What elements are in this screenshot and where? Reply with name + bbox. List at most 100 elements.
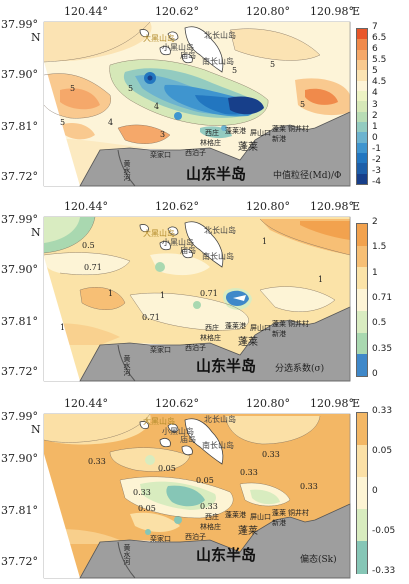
legend-swatch bbox=[357, 70, 367, 82]
contour-label: 0.05 bbox=[138, 504, 156, 513]
place-miaodao: 庙岛 bbox=[180, 51, 196, 60]
place-nanchangshan: 南长山岛 bbox=[202, 252, 234, 261]
legend-title-2: 分选系数(σ) bbox=[275, 364, 325, 374]
place-linwei: 林格庄 bbox=[200, 139, 221, 147]
legend-title-1: 中值粒径(Md)/Φ bbox=[273, 171, 342, 181]
legend-tick-label: 3 bbox=[372, 99, 378, 110]
contour-lines bbox=[43, 216, 351, 331]
legend-tick-label: -0.05 bbox=[372, 526, 396, 536]
place-penglai: 蓬莱 bbox=[238, 526, 258, 537]
place-daheishan: 大黑山岛 bbox=[143, 229, 175, 238]
y-tick-1: 37.99° bbox=[1, 213, 38, 226]
y-tick-4: 37.72° bbox=[1, 365, 38, 378]
legend-swatch bbox=[357, 173, 367, 185]
place-beichangshan: 北长山岛 bbox=[204, 226, 236, 235]
legend-tick-label: 0.35 bbox=[372, 343, 393, 354]
contour-label: 0.71 bbox=[200, 289, 218, 298]
legend-swatch bbox=[357, 39, 367, 51]
map-panel-median-grain-size: 120.44° 120.62° 120.80° 120.98° E 37.99°… bbox=[0, 0, 409, 190]
x-tick-3: 120.80° bbox=[246, 5, 290, 18]
place-luanjia: 栾家口 bbox=[150, 346, 171, 354]
legend-swatch bbox=[357, 445, 367, 478]
contour-label: 5 bbox=[232, 66, 238, 75]
place-pingshan: 屏山口 bbox=[250, 324, 271, 332]
legend-swatch bbox=[357, 122, 367, 133]
legend-tick-label: 5 bbox=[372, 66, 378, 77]
place-daheishan: 大黑山岛 bbox=[143, 34, 175, 43]
legend-tick-label: 6.5 bbox=[372, 33, 387, 44]
x-tick-4: 120.98° bbox=[310, 5, 354, 18]
place-shandong: 山东半岛 bbox=[196, 357, 257, 375]
place-luanshan-village: 铜井村 bbox=[288, 125, 309, 133]
legend-tick-label: 4.5 bbox=[372, 77, 387, 88]
y-tick-3: 37.81° bbox=[1, 504, 38, 517]
place-penglai-new-port: 蓬莱新港 bbox=[272, 509, 286, 527]
place-luanshan-village: 铜井村 bbox=[288, 320, 309, 328]
legend-ticks-2: 2 1.5 1 0.71 0.5 0.35 0 bbox=[370, 217, 408, 379]
contour-label: 4 bbox=[154, 102, 160, 111]
legend-tick-label: -1 bbox=[372, 143, 381, 154]
legend-swatch bbox=[357, 310, 367, 334]
legend-swatch bbox=[357, 60, 367, 71]
legend-bar-3 bbox=[356, 412, 368, 574]
legend-tick-label: 0.05 bbox=[372, 446, 393, 456]
legend-tick-label: 0 bbox=[372, 369, 378, 379]
place-miaodao: 庙岛 bbox=[180, 435, 196, 444]
x-tick-2: 120.62° bbox=[155, 200, 199, 213]
islands bbox=[139, 221, 224, 268]
place-luanjia: 栾家口 bbox=[150, 151, 171, 159]
legend-tick-label: 4 bbox=[372, 88, 378, 99]
contour-label: 0.71 bbox=[142, 313, 160, 322]
contour-label: 5 bbox=[300, 100, 306, 109]
contour-label: 4 bbox=[108, 118, 114, 127]
legend-tick-label: 1 bbox=[372, 267, 378, 278]
place-luanjia: 栾家口 bbox=[150, 535, 171, 543]
contour-label: 0.05 bbox=[158, 464, 176, 473]
y-tick-3: 37.81° bbox=[1, 315, 38, 328]
river-line bbox=[117, 541, 136, 579]
contour-lines bbox=[43, 21, 321, 144]
place-xiaoheishan: 小黑山岛 bbox=[162, 43, 194, 52]
legend-tick-label: 0 bbox=[372, 132, 378, 143]
x-tick-1: 120.44° bbox=[64, 5, 108, 18]
contour-label: 0.33 bbox=[240, 468, 258, 477]
y-tick-1: 37.99° bbox=[1, 410, 38, 423]
islands bbox=[139, 418, 224, 465]
map-panel-sorting-coefficient: 120.44° 120.62° 120.80° 120.98° E 37.99°… bbox=[0, 195, 409, 385]
place-river: 黄水河 bbox=[123, 355, 131, 376]
legend-swatch bbox=[357, 245, 367, 268]
contour-label: 0.33 bbox=[133, 488, 151, 497]
legend-swatch bbox=[357, 80, 367, 92]
place-penglai-new-port: 蓬莱新港 bbox=[272, 320, 286, 338]
x-tick-1: 120.44° bbox=[64, 200, 108, 213]
x-tick-4: 120.98° bbox=[310, 200, 354, 213]
islands bbox=[139, 26, 224, 73]
place-pingshan: 屏山口 bbox=[250, 513, 271, 521]
contour-label: 1 bbox=[160, 291, 166, 300]
place-daheishan: 大黑山岛 bbox=[143, 417, 175, 426]
place-miaodao: 庙岛 bbox=[180, 246, 196, 255]
map-canvas bbox=[43, 216, 351, 382]
place-xinanzhuang: 西泊子 bbox=[185, 344, 206, 352]
contour-label: 1 bbox=[60, 323, 66, 332]
place-xiwangzhuang: 西庄 bbox=[205, 324, 219, 332]
legend-swatch bbox=[357, 541, 367, 574]
place-pingshan: 屏山口 bbox=[250, 129, 271, 137]
shandong-land bbox=[79, 503, 351, 579]
contour-label: 0.5 bbox=[82, 241, 95, 250]
contour-label: 0.33 bbox=[262, 450, 280, 459]
legend-swatch bbox=[357, 153, 367, 164]
legend-tick-label: -0.33 bbox=[372, 566, 396, 576]
legend-swatch bbox=[357, 224, 367, 247]
place-penglai-port: 蓬莱港 bbox=[225, 511, 246, 519]
y-tick-2: 37.90° bbox=[1, 68, 38, 81]
shandong-land bbox=[79, 306, 351, 382]
place-xiaoheishan: 小黑山岛 bbox=[162, 238, 194, 247]
place-xinanzhuang: 西泊子 bbox=[185, 149, 206, 157]
legend-tick-label: 0.33 bbox=[372, 406, 393, 416]
x-tick-4: 120.98° bbox=[310, 397, 354, 410]
river-line bbox=[117, 344, 136, 382]
y-axis-unit: N bbox=[31, 31, 41, 44]
legend-swatch bbox=[357, 477, 367, 510]
legend-tick-label: 2 bbox=[372, 110, 378, 121]
